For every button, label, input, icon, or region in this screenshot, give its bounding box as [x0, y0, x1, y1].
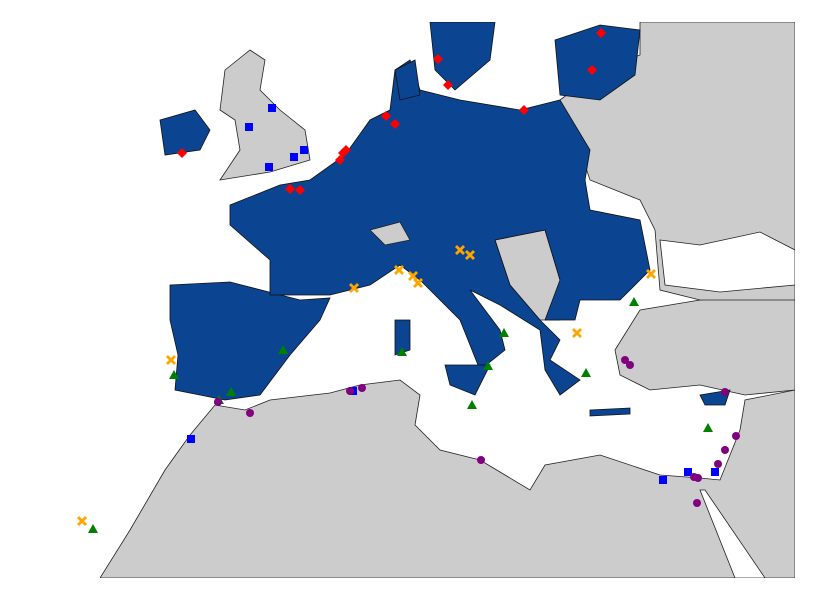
sweden: [429, 22, 496, 91]
marker-circle: [214, 398, 222, 406]
marker-triangle: [467, 400, 477, 409]
marker-circle: [477, 456, 485, 464]
marker-square: [268, 104, 276, 112]
denmark: [394, 59, 421, 101]
ireland: [159, 109, 211, 156]
marker-triangle: [483, 361, 493, 370]
marker-circle: [721, 446, 729, 454]
marker-square: [265, 163, 273, 171]
marker-triangle: [629, 297, 639, 306]
marker-cross: [394, 265, 404, 275]
marker-diamond: [443, 80, 453, 90]
marker-diamond: [295, 185, 305, 195]
marker-cross: [77, 516, 87, 526]
markers: [77, 28, 740, 533]
marker-square: [290, 153, 298, 161]
marker-circle: [626, 361, 634, 369]
marker-diamond: [519, 105, 529, 115]
iberia: [169, 281, 331, 401]
marker-cross: [465, 250, 475, 260]
marker-square: [300, 146, 308, 154]
marker-cross: [349, 283, 359, 293]
marker-cross: [572, 328, 582, 338]
sardinia: [394, 319, 411, 356]
switzerland: [369, 221, 411, 246]
marker-square: [684, 468, 692, 476]
marker-diamond: [433, 54, 443, 64]
marker-diamond: [285, 184, 295, 194]
marker-triangle: [88, 524, 98, 533]
turkey: [614, 289, 795, 396]
marker-triangle: [226, 387, 236, 396]
marker-cross: [646, 269, 656, 279]
marker-cross: [455, 245, 465, 255]
baltics: [554, 24, 641, 101]
marker-square: [187, 435, 195, 443]
marker-square: [711, 468, 719, 476]
marker-triangle: [499, 328, 509, 337]
marker-triangle: [278, 345, 288, 354]
marker-triangle: [169, 370, 179, 379]
red-sea: [699, 489, 766, 578]
marker-circle: [621, 356, 629, 364]
great-britain: [219, 49, 311, 181]
marker-circle: [358, 384, 366, 392]
black-sea: [659, 231, 795, 293]
marker-diamond: [341, 145, 351, 155]
crete: [589, 407, 631, 417]
marker-circle: [714, 460, 722, 468]
marker-cross: [166, 355, 176, 365]
marker-triangle: [397, 347, 407, 356]
marker-circle: [732, 432, 740, 440]
marker-circle: [694, 474, 702, 482]
sicily: [444, 364, 491, 396]
marker-circle: [693, 499, 701, 507]
basemap: [100, 22, 795, 578]
marker-triangle: [703, 423, 713, 432]
marker-diamond: [177, 148, 187, 158]
marker-diamond: [596, 28, 606, 38]
marker-diamond: [381, 111, 391, 121]
marker-square: [659, 476, 667, 484]
marker-circle: [721, 388, 729, 396]
marker-circle: [346, 387, 354, 395]
marker-diamond: [390, 119, 400, 129]
africa: [100, 379, 795, 578]
marker-triangle: [581, 368, 591, 377]
marker-circle: [246, 409, 254, 417]
marker-diamond: [587, 65, 597, 75]
marker-cross: [413, 278, 423, 288]
marker-square: [245, 123, 253, 131]
